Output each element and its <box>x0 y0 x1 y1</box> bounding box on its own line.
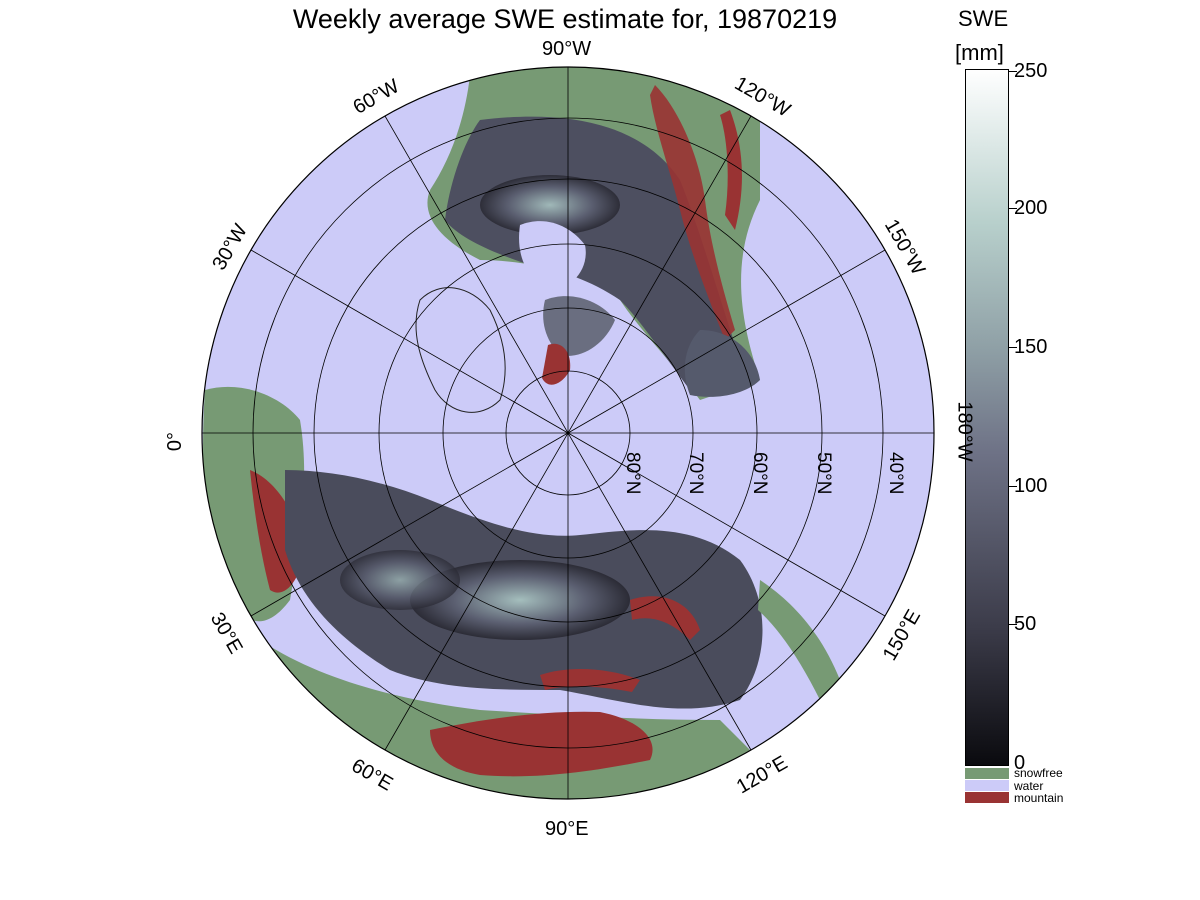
ellesmere-mountain <box>542 343 571 385</box>
legend-swatch-snowfree <box>965 768 1009 779</box>
legend-label-mountain: mountain <box>1014 791 1064 805</box>
colorbar-tick-label: 150 <box>1014 336 1048 358</box>
lat-label-50n: 50°N <box>813 452 834 495</box>
lon-label-90e: 90°E <box>545 818 589 840</box>
alaska <box>684 330 760 397</box>
west-coast-mountain <box>720 110 742 230</box>
colorbar-tick <box>1009 624 1017 625</box>
siberia-high-swe <box>410 560 630 640</box>
far-east-mountain <box>630 596 700 640</box>
figure-title: Weekly average SWE estimate for, 1987021… <box>292 4 838 34</box>
colorbar-tick-label: 50 <box>1014 613 1037 635</box>
legend-label-water: water <box>1014 779 1044 793</box>
colorbar-tick <box>1009 208 1017 209</box>
legend-swatch-mountain <box>965 792 1009 803</box>
colorbar-tick-label: 100 <box>1014 475 1048 497</box>
lat-label-60n: 60°N <box>749 452 770 495</box>
lon-label-0: 0° <box>164 431 187 452</box>
graticule <box>201 66 935 800</box>
lat-label-70n: 70°N <box>685 452 706 495</box>
colorbar-tick-label: 0 <box>1014 752 1026 774</box>
east-asia-coast <box>758 580 840 700</box>
colorbar-frame <box>965 69 1009 766</box>
altai-mountain <box>540 668 640 692</box>
greenland <box>415 287 506 413</box>
land-layer <box>203 67 840 799</box>
colorbar-tick <box>1009 486 1017 487</box>
colorbar-tick-label: 250 <box>1014 60 1048 82</box>
ural-high-swe <box>340 550 460 610</box>
legend-swatch-water <box>965 780 1009 791</box>
colorbar-tick <box>1009 71 1017 72</box>
colorbar-title: SWE <box>958 6 1009 31</box>
legend-label-snowfree: snowfree <box>1014 766 1063 780</box>
lon-label-180w: 180°W <box>953 401 976 462</box>
lat-label-80n: 80°N <box>622 452 643 495</box>
hudson-bay <box>519 221 586 290</box>
colorbar-units: [mm] <box>955 40 1004 65</box>
lat-label-40n: 40°N <box>885 452 906 495</box>
colorbar-tick <box>1009 347 1017 348</box>
colorbar-tick-label: 200 <box>1014 197 1048 219</box>
rockies-mountain <box>650 85 735 340</box>
tibet-mountain <box>430 711 653 777</box>
lon-label-90w: 90°W <box>542 38 592 60</box>
colorbar-gradient <box>965 69 1009 766</box>
canada-high-swe <box>480 175 620 235</box>
